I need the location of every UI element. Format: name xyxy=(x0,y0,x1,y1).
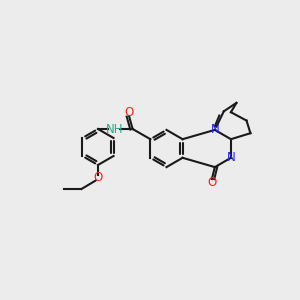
Text: N: N xyxy=(226,151,235,164)
Text: NH: NH xyxy=(106,122,123,136)
Text: N: N xyxy=(210,123,219,136)
Text: O: O xyxy=(93,171,103,184)
Text: O: O xyxy=(124,106,134,119)
Text: O: O xyxy=(207,176,216,189)
